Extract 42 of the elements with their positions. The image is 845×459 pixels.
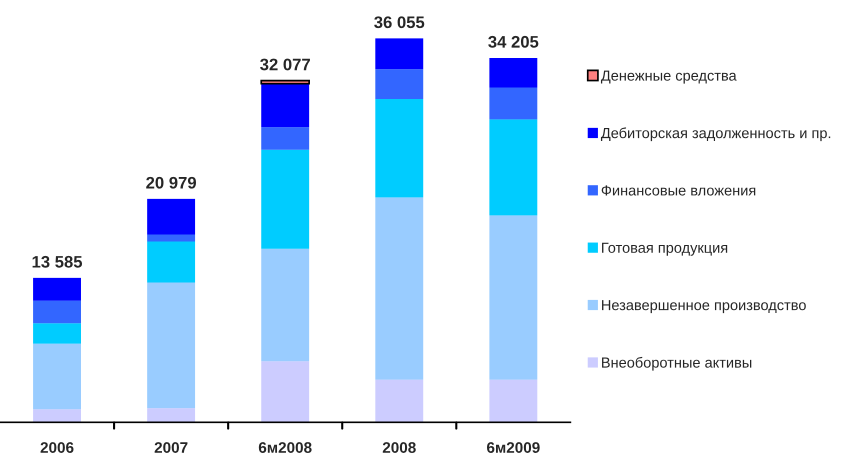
x-tick-label: 2006 bbox=[40, 442, 74, 453]
legend-label: Финансовые вложения bbox=[602, 185, 756, 196]
bar bbox=[33, 323, 81, 344]
bar bbox=[147, 198, 196, 235]
x-tick-label: 6м2009 bbox=[487, 442, 540, 453]
bar bbox=[33, 300, 81, 324]
bar bbox=[147, 234, 196, 242]
bar bbox=[261, 127, 310, 150]
bar bbox=[261, 84, 310, 128]
legend-label: Денежные средства bbox=[600, 70, 737, 84]
bar bbox=[375, 99, 424, 198]
bar bbox=[489, 88, 538, 120]
bar bbox=[33, 344, 81, 410]
bar bbox=[375, 38, 424, 70]
bar bbox=[375, 380, 424, 422]
legend-label: Готовая продукция bbox=[602, 242, 728, 256]
x-tick-label: 2008 bbox=[382, 442, 416, 453]
bar bbox=[33, 278, 81, 301]
bar bbox=[261, 248, 310, 362]
annotation: 13 585 bbox=[32, 256, 82, 268]
annotation: 20 979 bbox=[146, 176, 196, 189]
bar bbox=[33, 409, 81, 422]
annotation: 32 077 bbox=[260, 58, 310, 70]
x-tick-label: 6м2008 bbox=[258, 442, 312, 453]
bar bbox=[147, 241, 196, 283]
bar bbox=[489, 380, 538, 422]
legend-label: Дебиторская задолженность и пр. bbox=[600, 127, 830, 142]
bar bbox=[375, 69, 424, 100]
bar bbox=[147, 408, 196, 422]
text: 36 055 bbox=[374, 16, 424, 28]
bar bbox=[260, 80, 310, 85]
bar bbox=[489, 215, 538, 380]
bar bbox=[147, 282, 196, 408]
legend-label: Незавершенное производство bbox=[602, 300, 806, 314]
bar bbox=[261, 150, 310, 249]
x-tick-label: 2007 bbox=[154, 442, 188, 453]
legend-label: Внеоборотные активы bbox=[602, 356, 752, 371]
bar bbox=[375, 197, 424, 380]
annotation: 34 205 bbox=[488, 36, 538, 48]
bar bbox=[489, 58, 538, 88]
bar bbox=[489, 119, 538, 216]
bar bbox=[261, 361, 310, 422]
